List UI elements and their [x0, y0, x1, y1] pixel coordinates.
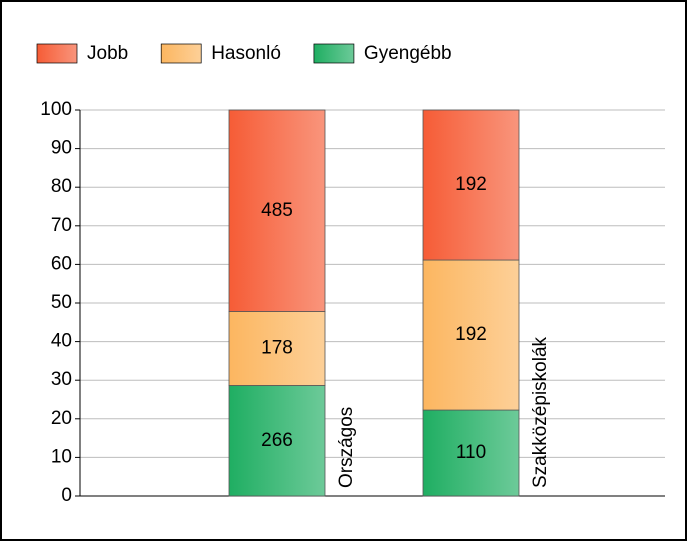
y-tick-label: 10	[51, 446, 72, 467]
legend-swatch	[36, 43, 78, 64]
legend-swatch	[313, 43, 355, 64]
y-tick-label: 60	[51, 253, 72, 274]
x-tick-label: Országos	[336, 407, 357, 488]
bar-segment	[422, 259, 520, 411]
bar-segment	[228, 109, 326, 312]
y-tick-label: 30	[51, 369, 72, 390]
data-label: 192	[455, 324, 487, 345]
y-tick-label: 20	[51, 408, 72, 429]
legend-label: Hasonló	[211, 43, 281, 64]
bar-segment	[422, 109, 520, 261]
data-label: 485	[261, 200, 293, 221]
data-label: 178	[261, 338, 293, 359]
y-tick-label: 0	[61, 485, 72, 506]
y-tick-label: 40	[51, 331, 72, 352]
y-tick-label: 50	[51, 292, 72, 313]
y-tick-label: 80	[51, 176, 72, 197]
bar-segment	[422, 409, 520, 497]
legend-label: Gyengébb	[364, 43, 452, 64]
legend-swatch	[160, 43, 202, 64]
y-tick-label: 70	[51, 215, 72, 236]
x-tick-label: Szakközépiskolák	[530, 336, 551, 488]
bar-segment	[228, 385, 326, 497]
y-tick-label: 100	[40, 99, 72, 120]
data-label: 110	[456, 442, 486, 463]
legend-label: Jobb	[87, 43, 128, 64]
data-label: 266	[261, 430, 293, 451]
y-tick-label: 90	[51, 138, 72, 159]
data-label: 192	[455, 174, 487, 195]
